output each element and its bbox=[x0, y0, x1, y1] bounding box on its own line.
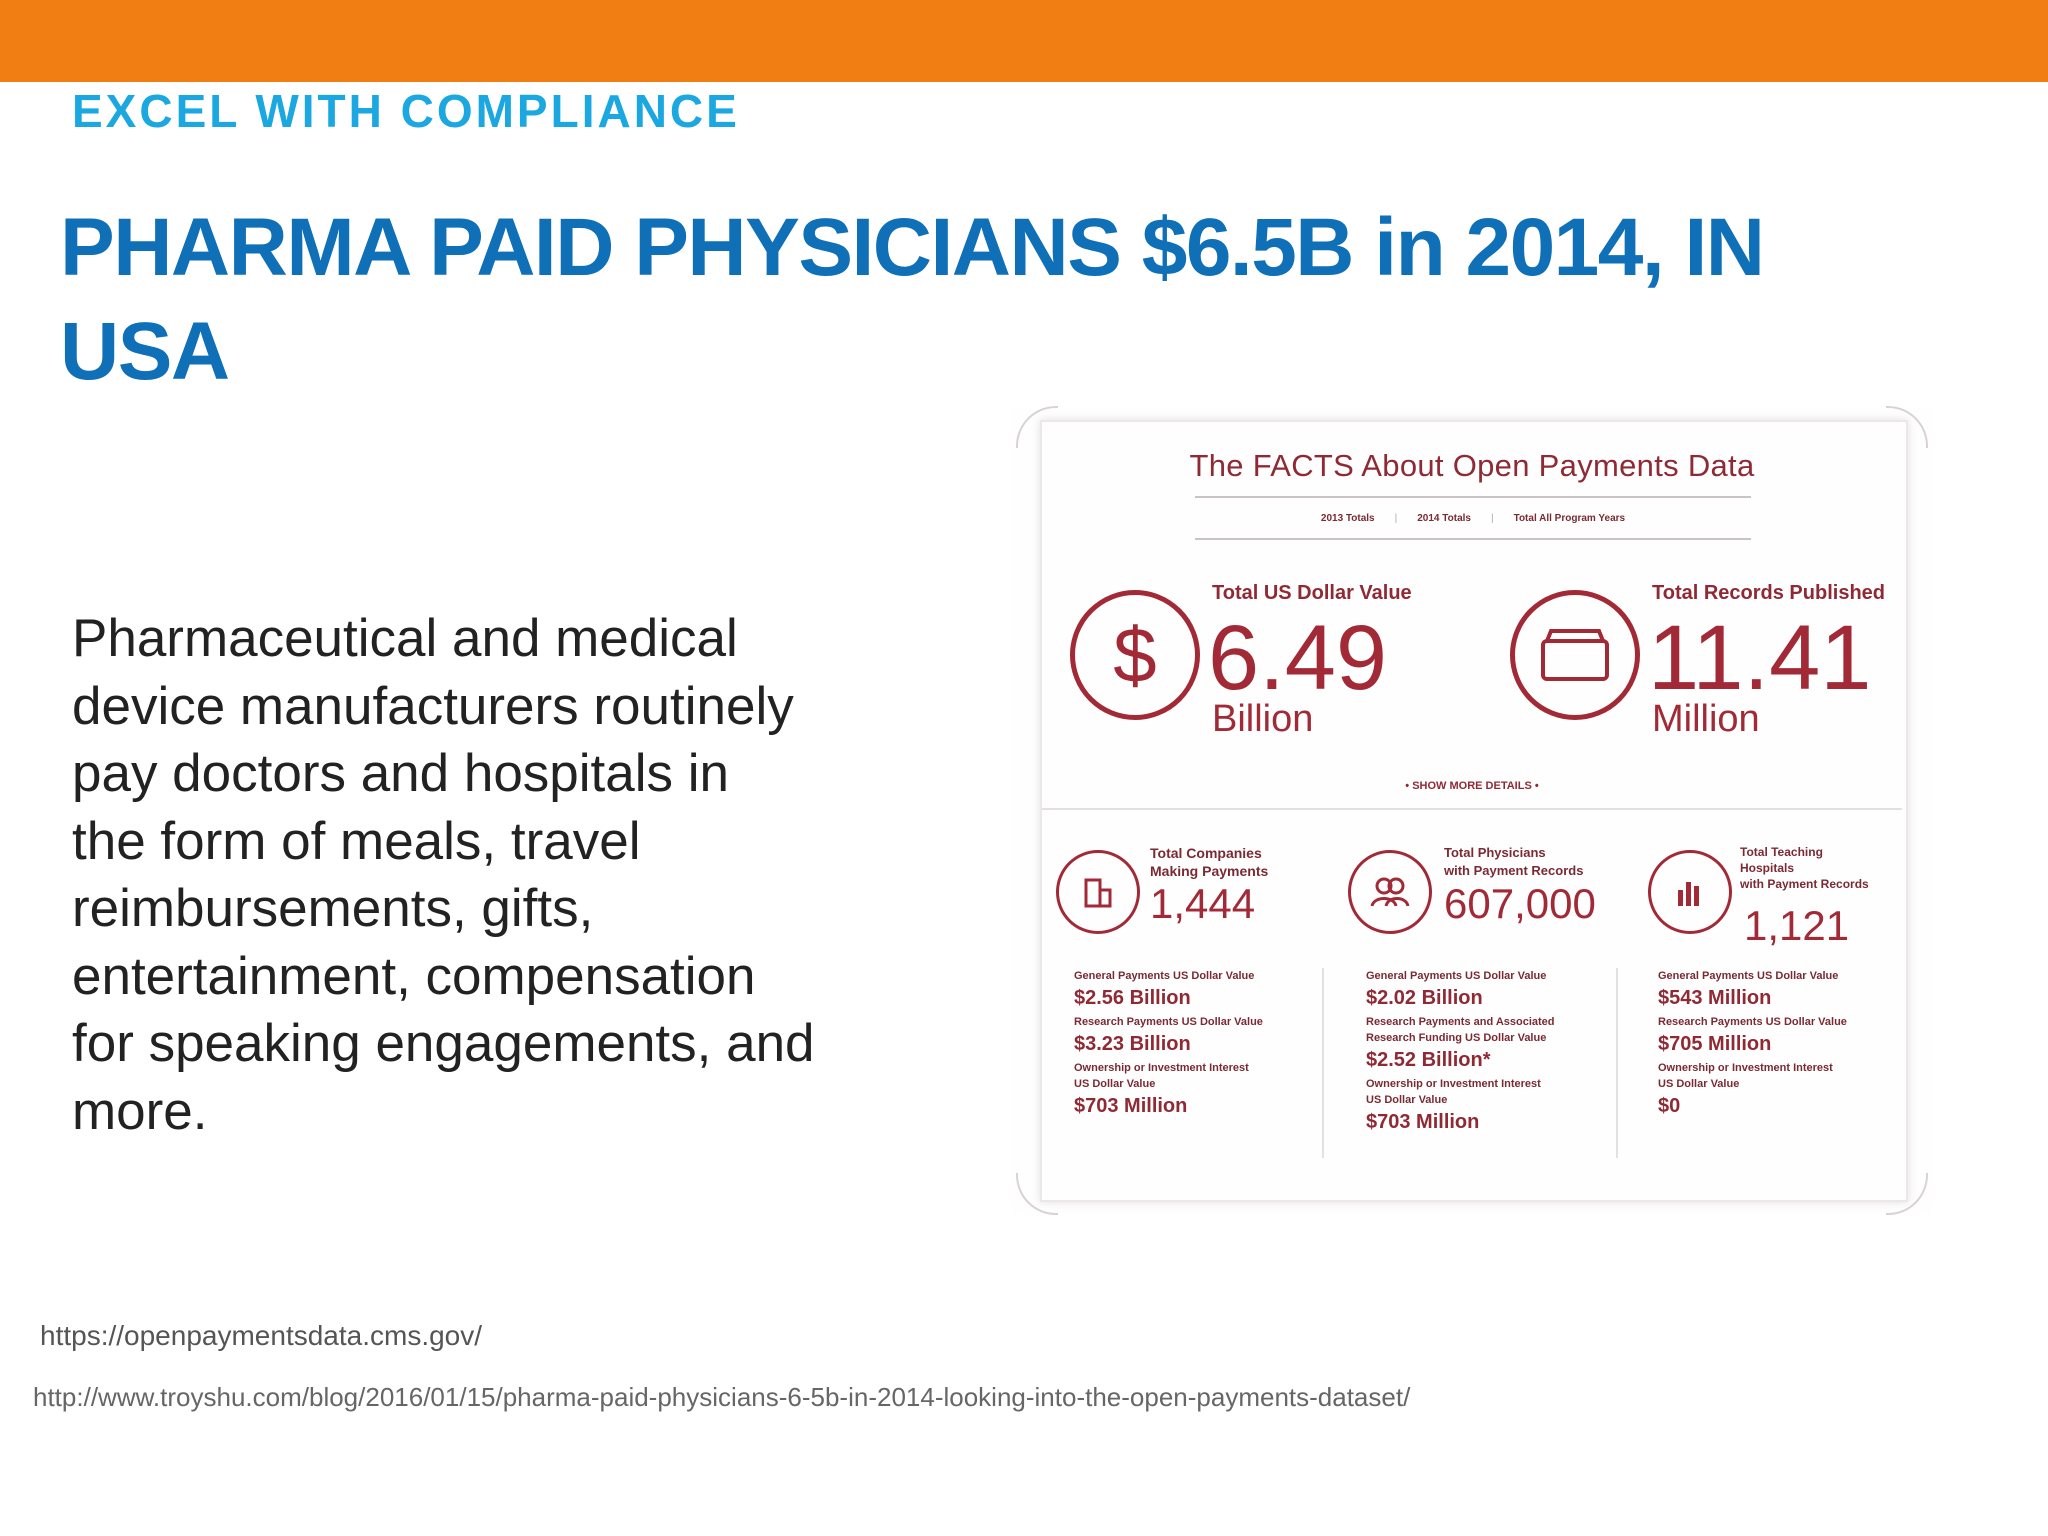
infographic-frame bbox=[1040, 420, 1908, 1202]
breakdown-value: $705 Million bbox=[1658, 1033, 1772, 1055]
top-accent-bar bbox=[0, 0, 2048, 82]
breakdown-key: General Payments US Dollar Value bbox=[1366, 970, 1547, 982]
column-divider bbox=[1616, 968, 1618, 1158]
tab-2014: 2014 Totals bbox=[1417, 512, 1471, 524]
tab-2013: 2013 Totals bbox=[1320, 512, 1375, 524]
breakdown-key: Research Payments US Dollar Value bbox=[1658, 1016, 1847, 1028]
breakdown-key: General Payments US Dollar Value bbox=[1658, 970, 1839, 982]
slide-title: PHARMA PAID PHYSICIANS $6.5B in 2014, IN… bbox=[60, 202, 1765, 397]
frame-corner bbox=[1016, 406, 1058, 448]
show-more-details: • SHOW MORE DETAILS • bbox=[1405, 780, 1539, 792]
breakdown-value: $2.56 Billion bbox=[1074, 987, 1191, 1009]
breakdown-key: Ownership or Investment Interest US Doll… bbox=[1366, 1078, 1541, 1106]
column-divider bbox=[1322, 968, 1324, 1158]
total-records-number: 11.41 bbox=[1648, 607, 1872, 709]
breakdown-value: $2.02 Billion bbox=[1366, 987, 1483, 1009]
building-icon bbox=[1056, 850, 1140, 934]
frame-corner bbox=[1886, 406, 1928, 448]
total-value-unit: Billion bbox=[1212, 698, 1314, 740]
hospitals-label: Total Teaching Hospitals with Payment Re… bbox=[1740, 845, 1869, 891]
breakdown-value: $0 bbox=[1658, 1095, 1681, 1117]
source-link-cms[interactable]: https://openpaymentsdata.cms.gov/ bbox=[40, 1320, 483, 1351]
breakdown-key: Ownership or Investment Interest US Doll… bbox=[1658, 1062, 1833, 1090]
breakdown-value: $543 Million bbox=[1658, 987, 1772, 1009]
total-records-unit: Million bbox=[1652, 698, 1760, 740]
frame-corner bbox=[1016, 1173, 1058, 1215]
breakdown-value: $703 Million bbox=[1366, 1111, 1480, 1133]
companies-breakdown: General Payments US Dollar Value $2.56 B… bbox=[1074, 968, 1344, 1122]
breakdown-key: Ownership or Investment Interest US Doll… bbox=[1074, 1062, 1249, 1090]
year-tabs: 2013 Totals | 2014 Totals | Total All Pr… bbox=[1195, 496, 1751, 540]
breakdown-value: $2.52 Billion* bbox=[1366, 1049, 1491, 1071]
physicians-number: 607,000 bbox=[1444, 880, 1596, 927]
divider bbox=[1042, 808, 1902, 810]
total-value-number: 6.49 bbox=[1208, 607, 1388, 709]
companies-number: 1,444 bbox=[1150, 880, 1256, 927]
people-icon bbox=[1348, 850, 1432, 934]
hospitals-breakdown: General Payments US Dollar Value $543 Mi… bbox=[1658, 968, 1928, 1122]
source-link-blog[interactable]: http://www.troyshu.com/blog/2016/01/15/p… bbox=[33, 1382, 1411, 1412]
dollar-icon: $ bbox=[1070, 590, 1200, 720]
companies-label: Total Companies Making Payments bbox=[1150, 845, 1269, 879]
records-icon bbox=[1510, 590, 1640, 720]
breakdown-key: General Payments US Dollar Value bbox=[1074, 970, 1255, 982]
frame-corner bbox=[1886, 1173, 1928, 1215]
physicians-breakdown: General Payments US Dollar Value $2.02 B… bbox=[1366, 968, 1636, 1138]
section-kicker: EXCEL WITH COMPLIANCE bbox=[72, 85, 740, 137]
breakdown-value: $3.23 Billion bbox=[1074, 1033, 1191, 1055]
hospitals-number: 1,121 bbox=[1744, 902, 1850, 949]
total-records-label: Total Records Published bbox=[1652, 582, 1885, 604]
breakdown-key: Research Payments US Dollar Value bbox=[1074, 1016, 1263, 1028]
breakdown-key: Research Payments and Associated Researc… bbox=[1366, 1016, 1555, 1044]
tab-all-years: Total All Program Years bbox=[1513, 512, 1626, 524]
body-paragraph: Pharmaceutical and medical device manufa… bbox=[72, 609, 815, 1141]
hospital-chart-icon bbox=[1648, 850, 1732, 934]
physicians-label: Total Physicians with Payment Records bbox=[1444, 845, 1584, 878]
total-value-label: Total US Dollar Value bbox=[1212, 582, 1412, 604]
breakdown-value: $703 Million bbox=[1074, 1095, 1188, 1117]
infographic-image: The FACTS About Open Payments Data 2013 … bbox=[1012, 406, 1932, 1215]
infographic-title: The FACTS About Open Payments Data bbox=[1189, 448, 1755, 483]
